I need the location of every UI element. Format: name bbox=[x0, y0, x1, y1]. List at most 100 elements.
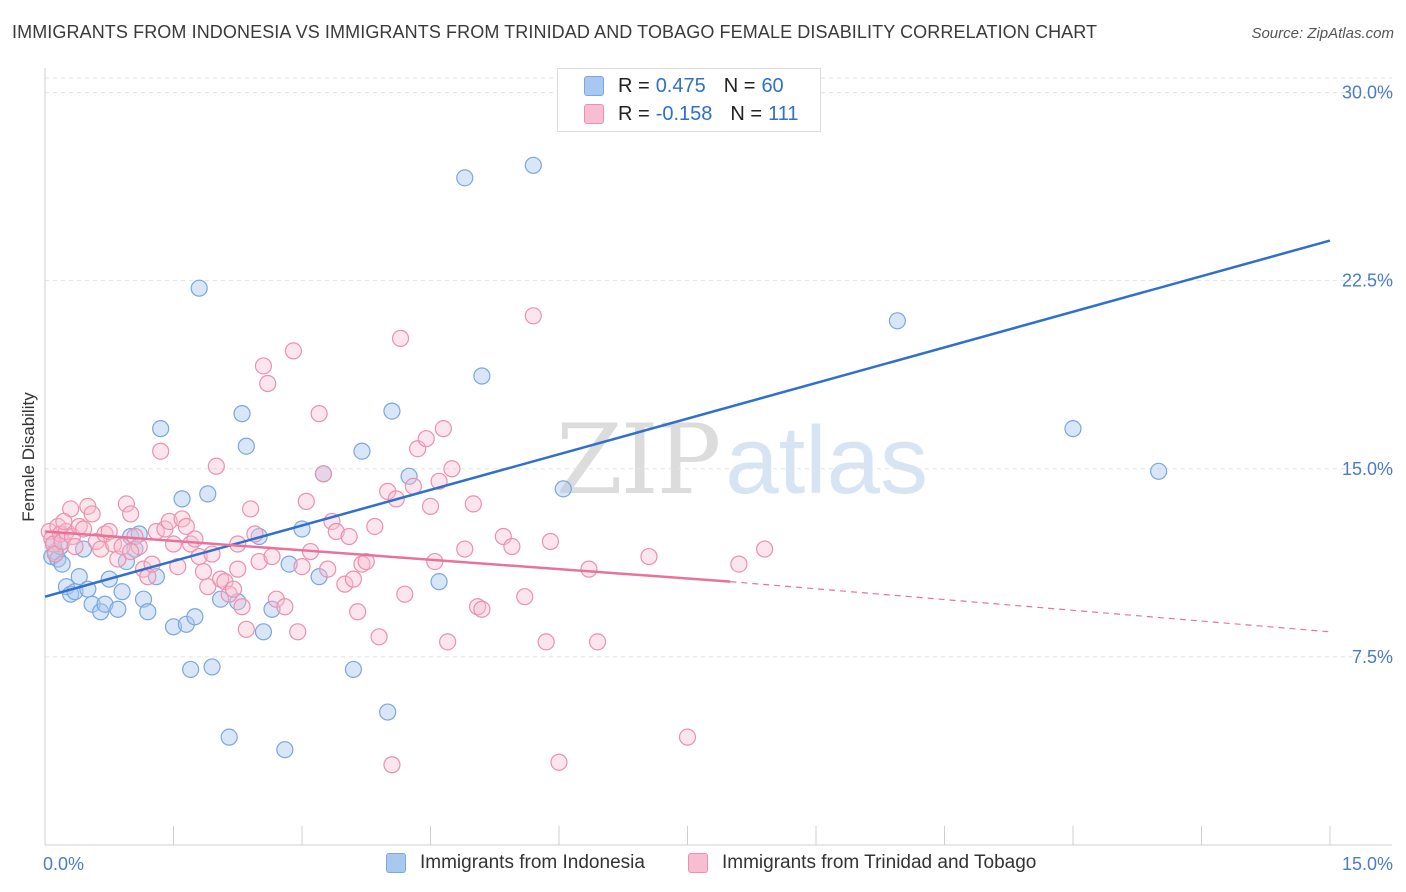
point-indonesia bbox=[430, 573, 448, 591]
point-trinidad bbox=[366, 517, 384, 536]
point-indonesia bbox=[276, 741, 294, 759]
point-trinidad bbox=[336, 575, 354, 593]
watermark-zip: ZIP bbox=[556, 404, 721, 516]
y-tick-label: 15.0% bbox=[1342, 459, 1393, 479]
point-trinidad bbox=[297, 492, 315, 510]
point-trinidad bbox=[224, 580, 243, 598]
point-trinidad bbox=[250, 552, 268, 571]
point-trinidad bbox=[524, 307, 542, 325]
point-indonesia bbox=[456, 169, 474, 187]
point-indonesia bbox=[152, 420, 170, 438]
point-trinidad bbox=[177, 517, 195, 536]
series-legend-trinidad: Immigrants from Trinidad and Tobago bbox=[688, 852, 1036, 874]
legend-r-value: -0.158 bbox=[655, 102, 713, 125]
point-trinidad bbox=[186, 530, 204, 548]
point-indonesia bbox=[1064, 420, 1082, 438]
legend-n-value: 60 bbox=[761, 74, 784, 97]
point-trinidad bbox=[284, 342, 303, 360]
point-trinidad bbox=[194, 563, 213, 581]
point-trinidad bbox=[122, 542, 140, 561]
point-trinidad bbox=[541, 532, 560, 551]
point-trinidad bbox=[421, 497, 440, 516]
point-trinidad bbox=[310, 405, 328, 423]
gridlines bbox=[45, 77, 1392, 658]
trend-lines bbox=[44, 239, 1331, 633]
source-credit: Source: ZipAtlas.com bbox=[1251, 25, 1394, 42]
point-trinidad bbox=[237, 620, 255, 638]
point-indonesia bbox=[220, 728, 238, 746]
point-trinidad bbox=[391, 329, 410, 347]
point-trinidad bbox=[254, 357, 273, 375]
point-trinidad bbox=[396, 585, 414, 603]
point-trinidad bbox=[122, 505, 140, 523]
point-indonesia bbox=[254, 623, 273, 641]
point-trinidad bbox=[344, 570, 362, 588]
point-trinidad bbox=[229, 560, 247, 578]
point-indonesia bbox=[473, 367, 491, 385]
point-indonesia bbox=[233, 405, 251, 423]
point-trinidad bbox=[55, 512, 73, 531]
point-trinidad bbox=[370, 628, 388, 646]
point-indonesia bbox=[164, 618, 183, 636]
point-indonesia bbox=[139, 603, 157, 621]
point-trinidad bbox=[678, 728, 697, 746]
series-swatch-trinidad bbox=[688, 853, 708, 873]
axes bbox=[44, 68, 1392, 846]
point-trinidad bbox=[516, 588, 534, 606]
point-trinidad bbox=[233, 598, 251, 616]
point-trinidad bbox=[117, 495, 135, 513]
point-trinidad bbox=[327, 522, 345, 541]
point-trinidad bbox=[588, 633, 607, 651]
point-indonesia bbox=[888, 312, 906, 330]
trend-line-trinidad bbox=[44, 530, 731, 583]
point-trinidad bbox=[207, 457, 225, 475]
point-trinidad bbox=[730, 555, 748, 573]
chart-title: IMMIGRANTS FROM INDONESIA VS IMMIGRANTS … bbox=[12, 22, 1098, 42]
point-trinidad bbox=[293, 558, 311, 576]
legend-r-value: 0.475 bbox=[655, 74, 706, 97]
point-trinidad bbox=[464, 495, 482, 513]
watermark-atlas: atlas bbox=[725, 407, 928, 514]
point-trinidad bbox=[550, 753, 568, 771]
point-trinidad bbox=[456, 540, 474, 558]
point-trinidad bbox=[276, 598, 294, 616]
axis-labels: 7.5% 15.0% 22.5% 30.0% 0.0% 15.0% Female Disab… bbox=[19, 83, 1393, 874]
point-trinidad bbox=[417, 430, 435, 448]
series-label-trinidad: Immigrants from Trinidad and Tobago bbox=[722, 852, 1037, 873]
point-indonesia bbox=[379, 703, 397, 721]
point-indonesia bbox=[263, 600, 281, 618]
point-trinidad bbox=[357, 552, 375, 571]
point-indonesia bbox=[353, 442, 371, 460]
point-indonesia bbox=[344, 660, 362, 679]
series-legend-indonesia: Immigrants from Indonesia bbox=[386, 852, 645, 874]
trend-line-trinidad-extrapolated bbox=[730, 581, 1331, 633]
point-indonesia bbox=[113, 583, 131, 601]
point-indonesia bbox=[524, 156, 542, 174]
point-trinidad bbox=[755, 540, 774, 558]
point-trinidad bbox=[443, 460, 461, 478]
legend-swatch-indonesia bbox=[584, 76, 604, 96]
point-indonesia bbox=[203, 658, 221, 676]
point-indonesia bbox=[383, 402, 401, 420]
legend-n-value: 111 bbox=[768, 102, 799, 125]
y-axis-label: Female Disability bbox=[19, 392, 38, 522]
point-trinidad bbox=[113, 537, 131, 556]
point-indonesia bbox=[212, 590, 230, 608]
point-trinidad bbox=[152, 442, 170, 460]
point-trinidad bbox=[580, 560, 598, 578]
correlation-legend: R = 0.475 N = 60 R = -0.158 N = 111 bbox=[557, 68, 821, 132]
point-indonesia bbox=[400, 467, 418, 485]
point-indonesia bbox=[280, 555, 298, 573]
y-tick-label: 22.5% bbox=[1342, 271, 1393, 291]
point-trinidad bbox=[640, 547, 658, 566]
point-trinidad bbox=[439, 633, 457, 651]
point-indonesia bbox=[182, 660, 200, 679]
point-trinidad bbox=[473, 600, 491, 618]
point-indonesia bbox=[53, 555, 71, 573]
legend-n-label: N = bbox=[723, 74, 756, 97]
trend-line-indonesia bbox=[44, 239, 1331, 598]
data-points bbox=[40, 156, 1168, 774]
y-tick-label: 7.5% bbox=[1352, 647, 1393, 667]
point-trinidad bbox=[83, 505, 101, 523]
